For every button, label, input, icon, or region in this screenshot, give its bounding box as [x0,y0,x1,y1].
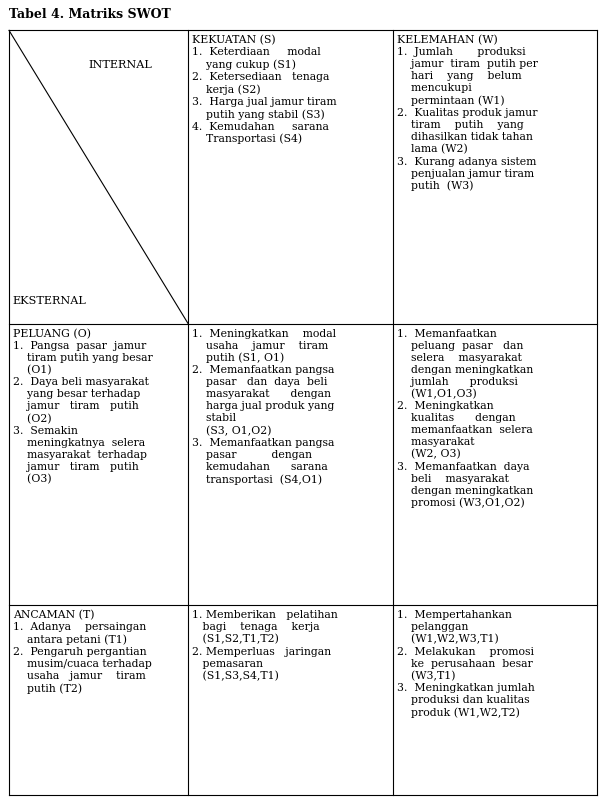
Text: INTERNAL: INTERNAL [88,60,152,70]
Text: PELUANG (O)
1.  Pangsa  pasar  jamur
    tiram putih yang besar
    (O1)
2.  Day: PELUANG (O) 1. Pangsa pasar jamur tiram … [13,328,152,484]
Text: 1.  Memanfaatkan
    peluang  pasar   dan
    selera    masyarakat
    dengan me: 1. Memanfaatkan peluang pasar dan selera… [397,328,533,508]
Text: 1. Memberikan   pelatihan
   bagi    tenaga    kerja
   (S1,S2,T1,T2)
2. Memperl: 1. Memberikan pelatihan bagi tenaga kerj… [192,610,338,681]
Text: KELEMAHAN (W)
1.  Jumlah       produksi
    jamur  tiram  putih per
    hari    : KELEMAHAN (W) 1. Jumlah produksi jamur t… [397,35,538,191]
Text: 1.  Mempertahankan
    pelanggan
    (W1,W2,W3,T1)
2.  Melakukan    promosi
    : 1. Mempertahankan pelanggan (W1,W2,W3,T1… [397,610,535,718]
Text: 1.  Meningkatkan    modal
    usaha    jamur    tiram
    putih (S1, O1)
2.  Mem: 1. Meningkatkan modal usaha jamur tiram … [192,328,336,485]
Text: KEKUATAN (S)
1.  Keterdiaan     modal
    yang cukup (S1)
2.  Ketersediaan   ten: KEKUATAN (S) 1. Keterdiaan modal yang cu… [192,35,337,145]
Text: Tabel 4. Matriks SWOT: Tabel 4. Matriks SWOT [9,8,171,21]
Text: EKSTERNAL: EKSTERNAL [13,296,86,306]
Text: ANCAMAN (T)
1.  Adanya    persaingan
    antara petani (T1)
2.  Pengaruh pergant: ANCAMAN (T) 1. Adanya persaingan antara … [13,610,151,694]
